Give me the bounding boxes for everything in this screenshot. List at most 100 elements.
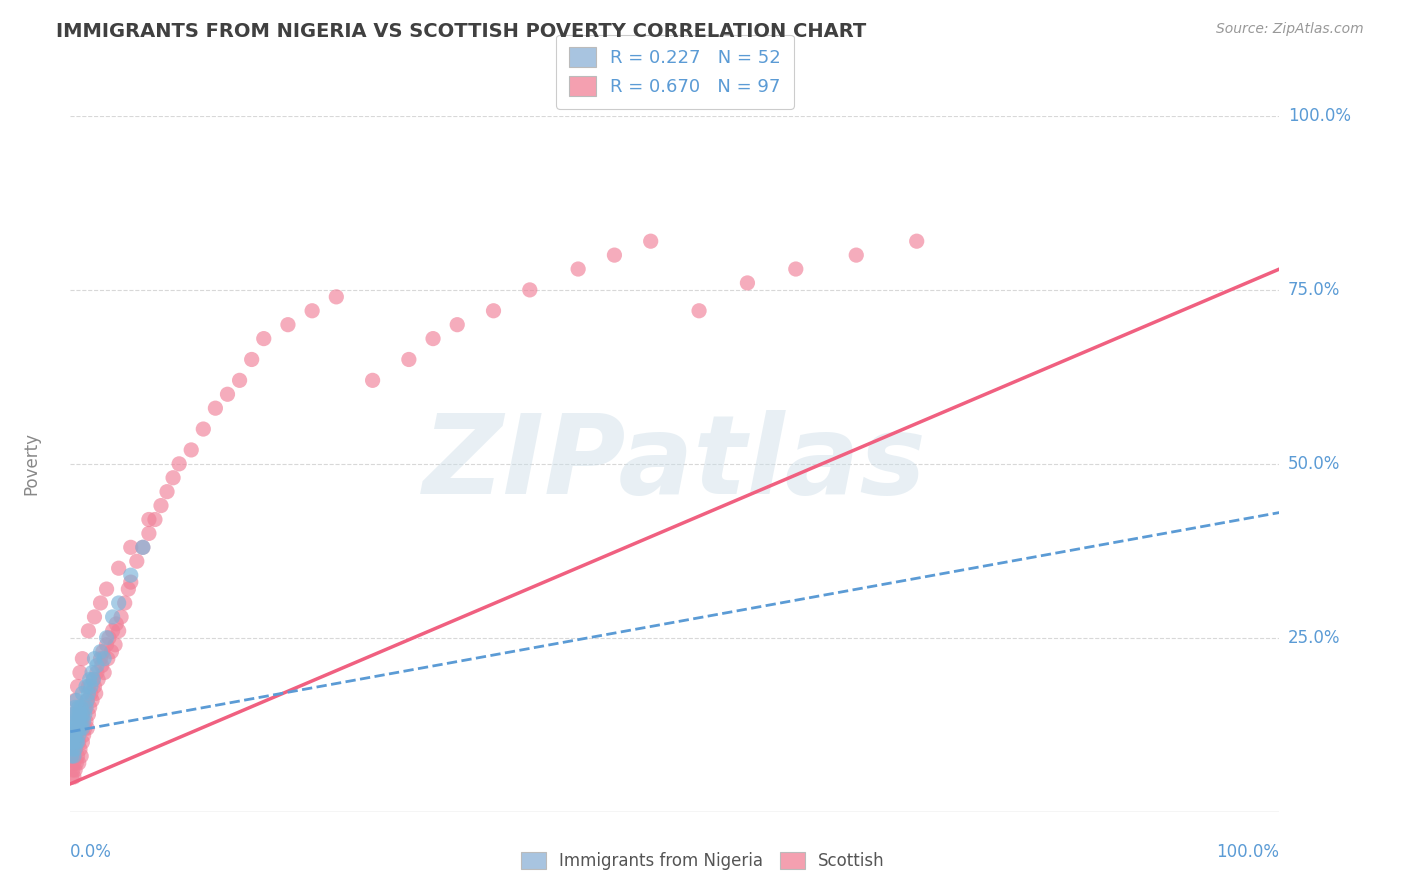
Point bbox=[73, 700, 96, 714]
Point bbox=[217, 387, 239, 401]
Point bbox=[83, 651, 105, 665]
Point bbox=[105, 616, 128, 631]
Point bbox=[120, 575, 142, 590]
Point bbox=[63, 735, 86, 749]
Point bbox=[66, 707, 89, 722]
Point bbox=[75, 700, 97, 714]
Point bbox=[65, 693, 87, 707]
Point bbox=[69, 714, 91, 729]
Point bbox=[63, 742, 86, 756]
Point bbox=[104, 638, 127, 652]
Point bbox=[77, 624, 100, 638]
Point bbox=[72, 721, 94, 735]
Point bbox=[60, 770, 83, 784]
Point bbox=[73, 707, 96, 722]
Point bbox=[62, 763, 84, 777]
Point bbox=[77, 707, 100, 722]
Point bbox=[180, 442, 202, 457]
Point bbox=[90, 658, 112, 673]
Point bbox=[87, 673, 110, 687]
Point bbox=[114, 596, 136, 610]
Point bbox=[519, 283, 541, 297]
Point bbox=[72, 707, 94, 722]
Point bbox=[77, 686, 100, 700]
Point bbox=[62, 707, 84, 722]
Point bbox=[90, 645, 111, 659]
Point bbox=[107, 596, 129, 610]
Point bbox=[67, 728, 90, 742]
Text: 100.0%: 100.0% bbox=[1216, 843, 1279, 861]
Point bbox=[90, 596, 111, 610]
Point bbox=[101, 624, 124, 638]
Point bbox=[688, 303, 710, 318]
Point bbox=[86, 665, 108, 680]
Point bbox=[110, 610, 132, 624]
Point bbox=[70, 721, 93, 735]
Text: Poverty: Poverty bbox=[22, 433, 39, 495]
Point bbox=[96, 638, 118, 652]
Point bbox=[107, 561, 129, 575]
Point bbox=[63, 742, 86, 756]
Point bbox=[143, 512, 166, 526]
Point bbox=[73, 721, 96, 735]
Point bbox=[60, 749, 83, 764]
Point bbox=[905, 234, 928, 248]
Point bbox=[72, 728, 94, 742]
Point bbox=[80, 665, 103, 680]
Point bbox=[80, 686, 103, 700]
Point bbox=[117, 582, 139, 596]
Point bbox=[63, 707, 86, 722]
Point bbox=[63, 721, 86, 735]
Point bbox=[204, 401, 226, 416]
Point bbox=[69, 742, 91, 756]
Point bbox=[125, 554, 148, 568]
Point bbox=[845, 248, 868, 262]
Point bbox=[76, 693, 98, 707]
Point bbox=[97, 651, 120, 665]
Text: 0.0%: 0.0% bbox=[70, 843, 112, 861]
Point bbox=[63, 756, 86, 770]
Point bbox=[75, 680, 97, 694]
Point bbox=[72, 714, 94, 729]
Point bbox=[101, 610, 124, 624]
Point bbox=[66, 735, 89, 749]
Point bbox=[62, 735, 84, 749]
Text: 100.0%: 100.0% bbox=[1288, 107, 1351, 125]
Point bbox=[65, 728, 87, 742]
Point bbox=[67, 700, 90, 714]
Point bbox=[132, 541, 155, 555]
Point bbox=[79, 673, 101, 687]
Point bbox=[82, 673, 104, 687]
Point bbox=[193, 422, 215, 436]
Point bbox=[72, 686, 94, 700]
Point bbox=[228, 373, 250, 387]
Point bbox=[138, 526, 160, 541]
Text: Source: ZipAtlas.com: Source: ZipAtlas.com bbox=[1216, 22, 1364, 37]
Point bbox=[60, 721, 83, 735]
Point bbox=[63, 700, 86, 714]
Point bbox=[640, 234, 662, 248]
Point bbox=[83, 680, 105, 694]
Point bbox=[162, 471, 184, 485]
Point bbox=[737, 276, 759, 290]
Point bbox=[62, 742, 84, 756]
Point bbox=[60, 735, 83, 749]
Point bbox=[63, 728, 86, 742]
Legend: Immigrants from Nigeria, Scottish: Immigrants from Nigeria, Scottish bbox=[515, 845, 891, 877]
Point bbox=[325, 290, 347, 304]
Point bbox=[80, 680, 103, 694]
Point bbox=[69, 665, 91, 680]
Point bbox=[361, 373, 384, 387]
Point bbox=[80, 693, 103, 707]
Point bbox=[75, 714, 97, 729]
Text: IMMIGRANTS FROM NIGERIA VS SCOTTISH POVERTY CORRELATION CHART: IMMIGRANTS FROM NIGERIA VS SCOTTISH POVE… bbox=[56, 22, 866, 41]
Point bbox=[98, 631, 121, 645]
Point bbox=[70, 714, 93, 729]
Point bbox=[66, 680, 89, 694]
Point bbox=[69, 721, 91, 735]
Point bbox=[167, 457, 190, 471]
Point bbox=[93, 651, 115, 665]
Point bbox=[66, 721, 89, 735]
Point bbox=[107, 624, 129, 638]
Point bbox=[79, 700, 101, 714]
